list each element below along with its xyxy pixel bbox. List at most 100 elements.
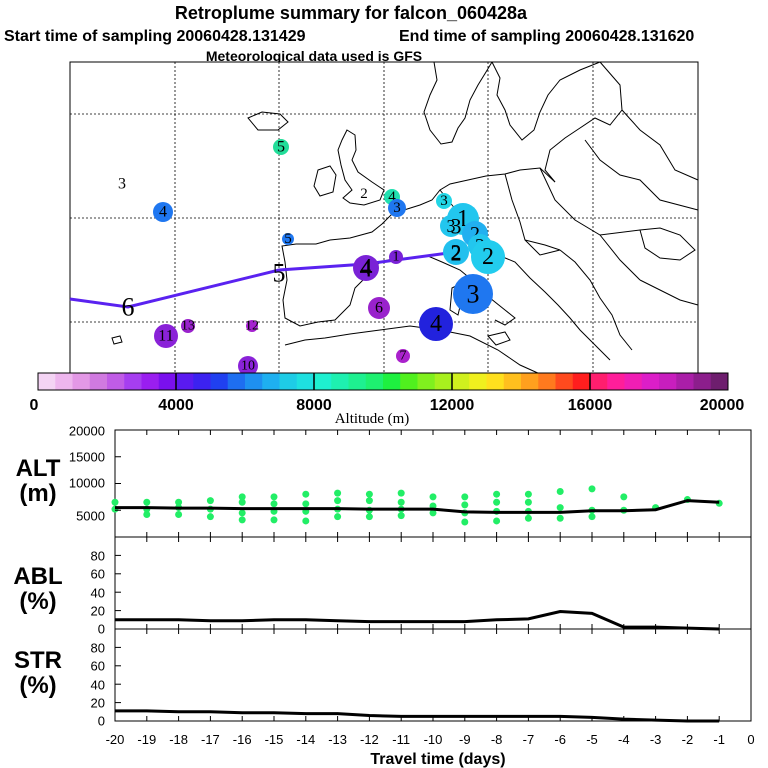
colorbar-cell — [521, 373, 539, 390]
alt-cluster-point — [365, 497, 373, 505]
altitude-colorbar: 0 4000 8000 12000 16000 20000 Altitude (… — [30, 372, 745, 427]
alt-cluster-point — [397, 498, 405, 506]
colorbar-cell — [262, 373, 280, 390]
colorbar-cell — [503, 373, 522, 390]
alt-cluster-point — [270, 500, 278, 508]
abl-panel-unit: (%) — [19, 588, 56, 615]
x-tick-label: -19 — [137, 732, 156, 747]
cluster-marker: 11 — [154, 324, 178, 348]
alt-cluster-point — [302, 500, 310, 508]
track-label: 3 — [451, 214, 462, 239]
colorbar-cells — [38, 373, 729, 390]
cluster-marker-label: 3 — [440, 193, 448, 209]
str-y-tick-label: 60 — [91, 659, 105, 674]
colorbar-frame — [37, 372, 729, 391]
cluster-marker-circle — [389, 250, 403, 264]
alt-y-tick-label: 15000 — [69, 450, 105, 465]
x-tick-label: -1 — [713, 732, 725, 747]
track-label: 5 — [273, 259, 286, 288]
cluster-marker-label: 4 — [159, 204, 167, 221]
str-panel-label: STR — [14, 647, 62, 674]
track-label: 6 — [122, 293, 135, 322]
x-tick-label: -7 — [523, 732, 535, 747]
alt-cluster-point — [620, 493, 628, 501]
alt-cluster-point — [270, 516, 278, 524]
abl-y-tick-label: 40 — [91, 586, 105, 601]
alt-cluster-point — [143, 498, 151, 506]
track-label: 4 — [360, 254, 373, 283]
colorbar-cell — [158, 373, 177, 390]
colorbar-cell — [486, 373, 505, 390]
alt-cluster-point — [334, 497, 342, 505]
cluster-marker: 3 — [453, 274, 493, 314]
cluster-marker: 3 — [388, 199, 406, 217]
x-tick-label: -12 — [360, 732, 379, 747]
alt-cluster-point — [556, 504, 564, 512]
colorbar-cell — [572, 373, 591, 390]
colorbar-cell — [434, 373, 453, 390]
colorbar-cell — [348, 373, 367, 390]
cluster-marker-circle — [419, 307, 453, 341]
cluster-marker: 5 — [282, 231, 294, 247]
abl-y-tick-label: 80 — [91, 549, 105, 564]
cluster-marker: 5 — [273, 139, 289, 156]
cluster-marker-label: 3 — [467, 280, 480, 309]
x-tick-label: -5 — [586, 732, 598, 747]
cluster-marker-circle — [443, 239, 469, 265]
cluster-marker-label: 2 — [470, 223, 480, 245]
x-tick-label: -18 — [169, 732, 188, 747]
cluster-marker-label: 3 — [447, 216, 456, 236]
str-y-tick-label: 40 — [91, 678, 105, 693]
alt-cluster-point — [334, 513, 342, 521]
alt-cluster-point — [302, 490, 310, 498]
cluster-marker: 3 — [440, 215, 462, 237]
alt-cluster-point — [429, 509, 437, 517]
cluster-marker: 4 — [353, 255, 379, 281]
colorbar-cell — [141, 373, 160, 390]
alt-cluster-point — [302, 517, 310, 525]
colorbar-tick-label: 20000 — [700, 397, 745, 414]
alt-cluster-point — [206, 513, 214, 521]
colorbar-cell — [245, 373, 263, 390]
colorbar-cell — [417, 373, 436, 390]
cluster-marker: 13 — [181, 319, 195, 334]
x-axis-ticks: -20 -19 -18 -17 -16 -15 -14 -13 -12 -11 -10 -9 -8 -7-… — [106, 732, 755, 747]
abl-series-line — [115, 610, 720, 631]
map-panel: 5 3 4 2 4 3 3 1 3 2 2 2 2 5 4 1 3 6 4 7 … — [69, 61, 699, 376]
cluster-marker: 6 — [368, 297, 390, 319]
alt-cluster-point — [397, 512, 405, 520]
str-y-tick-label: 20 — [91, 696, 105, 711]
str-y-ticks: 0 20 40 60 80 — [91, 641, 105, 729]
colorbar-cell — [72, 373, 91, 390]
colorbar-tick-label: 12000 — [430, 397, 475, 414]
cluster-marker: 2 — [443, 239, 469, 265]
colorbar-cell — [538, 373, 556, 390]
x-tick-label: -10 — [424, 732, 443, 747]
x-tick-label: -14 — [296, 732, 315, 747]
cluster-marker-label: 4 — [361, 257, 371, 279]
alt-panel-unit: (m) — [19, 480, 56, 507]
cluster-marker: 2 — [471, 240, 505, 274]
alt-cluster-point — [365, 513, 373, 521]
x-tick-label: -20 — [106, 732, 125, 747]
colorbar-cell — [176, 373, 194, 390]
alt-cluster-point — [175, 498, 183, 506]
alt-cluster-point — [556, 514, 564, 522]
cluster-marker-circle — [368, 297, 390, 319]
colorbar-cell — [555, 373, 574, 390]
map-graticule — [70, 62, 698, 374]
colorbar-cell — [659, 373, 677, 390]
alt-cluster-point — [524, 498, 532, 506]
alt-cluster-point — [429, 493, 437, 501]
x-tick-label: -8 — [491, 732, 503, 747]
start-time-label: Start time of sampling 20060428.131429 — [4, 28, 306, 45]
cluster-marker-circle — [353, 255, 379, 281]
str-y-tick-label: 80 — [91, 641, 105, 656]
alt-cluster-point — [524, 514, 532, 522]
track-label: 2 — [451, 241, 462, 266]
alt-series-line — [115, 499, 720, 514]
alt-y-tick-label: 10000 — [69, 476, 105, 491]
cluster-marker: 12 — [245, 319, 259, 334]
alt-cluster-point — [334, 489, 342, 497]
str-y-tick-label: 0 — [98, 714, 105, 729]
